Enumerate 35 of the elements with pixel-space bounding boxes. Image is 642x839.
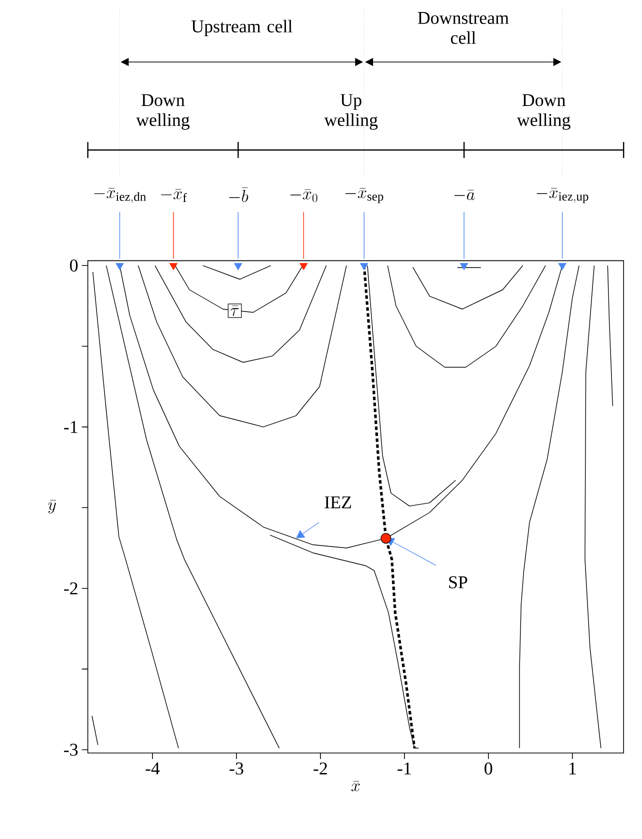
line-series	[138, 265, 347, 428]
y-tick-label: -2	[64, 582, 78, 594]
x-tick-label: 0	[484, 762, 492, 775]
line-series	[412, 265, 524, 310]
text: Upstream cell	[192, 20, 292, 36]
text: $-\bar{x}_{\mathrm{f}}$	[161, 189, 187, 202]
line-series	[519, 265, 580, 749]
x-tick-label: -3	[230, 762, 244, 775]
annotation: IEZ	[324, 496, 352, 508]
x-tick-label: -2	[314, 762, 327, 774]
text: $-\bar{b}$	[229, 187, 248, 202]
text: Down welling	[516, 94, 570, 130]
x-tick-label: -1	[398, 762, 411, 774]
line-series	[92, 272, 179, 749]
text: $-\bar{x}_{0}$	[290, 189, 318, 202]
y-tick-label: 0	[70, 259, 78, 272]
text: Down welling	[136, 94, 190, 130]
y-tick-label: -3	[64, 744, 78, 756]
line-series	[106, 265, 280, 749]
annotation: $\bar{\tau}$	[230, 306, 239, 316]
x-axis-title: $\bar{x}$	[351, 781, 360, 792]
line-series	[387, 265, 546, 368]
x-tick-label: -4	[146, 762, 160, 774]
text: $-\bar{a}$	[454, 190, 475, 200]
text: Downstream cell	[418, 12, 509, 44]
text: $-\bar{x}_{\mathrm{sep}}$	[345, 188, 384, 204]
line-series	[584, 265, 602, 749]
y-tick-label: -1	[64, 421, 78, 433]
text: $-\bar{x}_{\mathrm{iez,dn}}$	[94, 188, 146, 204]
x-tick-label: 1	[569, 762, 576, 774]
text: $-\bar{x}_{\mathrm{iez,up}}$	[536, 188, 588, 204]
line-series	[154, 265, 327, 363]
text: Up welling	[324, 94, 378, 130]
y-axis-title: $\bar{y}$	[48, 500, 56, 514]
annotation: SP	[449, 576, 468, 588]
